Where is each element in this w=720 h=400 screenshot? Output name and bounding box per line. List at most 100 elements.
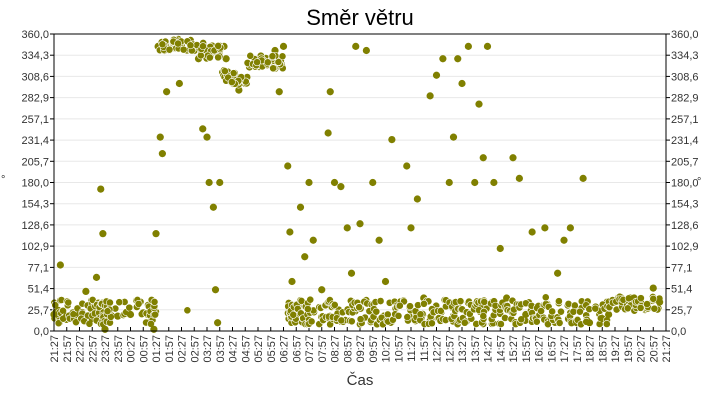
data-point bbox=[566, 224, 574, 232]
x-tick-label: 21:27 bbox=[661, 335, 673, 363]
data-point bbox=[214, 319, 222, 327]
data-point bbox=[158, 150, 166, 158]
data-point bbox=[407, 224, 415, 232]
data-point bbox=[214, 41, 223, 50]
data-point bbox=[326, 88, 334, 96]
data-point bbox=[569, 307, 578, 316]
y-tick-label-right: 257,1 bbox=[671, 114, 699, 126]
data-point bbox=[403, 313, 412, 321]
data-point bbox=[126, 310, 135, 319]
data-point bbox=[479, 312, 488, 320]
data-point bbox=[101, 325, 109, 333]
data-point bbox=[372, 307, 381, 316]
y-tick-label-left: 231,4 bbox=[21, 135, 49, 147]
data-point bbox=[275, 88, 283, 96]
data-point bbox=[475, 100, 483, 108]
x-tick-label: 11:27 bbox=[406, 335, 418, 362]
x-tick-label: 12:27 bbox=[432, 335, 444, 363]
data-point bbox=[165, 45, 174, 54]
x-tick-label: 06:57 bbox=[291, 335, 303, 363]
x-tick-label: 10:57 bbox=[393, 335, 405, 363]
data-point bbox=[636, 303, 645, 312]
data-point bbox=[509, 154, 517, 162]
x-tick-label: 03:57 bbox=[215, 335, 227, 363]
x-tick-label: 16:27 bbox=[534, 335, 546, 363]
x-tick-label: 03:27 bbox=[202, 335, 214, 363]
data-point bbox=[656, 298, 664, 306]
data-point bbox=[209, 203, 217, 211]
x-tick-label: 04:57 bbox=[240, 335, 252, 363]
data-point bbox=[324, 129, 332, 137]
data-point bbox=[517, 315, 526, 324]
x-tick-label: 07:27 bbox=[304, 335, 316, 363]
data-point bbox=[496, 244, 504, 253]
data-point bbox=[263, 58, 272, 67]
data-point bbox=[356, 220, 364, 228]
x-tick-label: 20:27 bbox=[636, 335, 648, 363]
data-point bbox=[99, 230, 107, 238]
data-point bbox=[269, 64, 278, 73]
data-point bbox=[82, 287, 90, 295]
data-point bbox=[196, 51, 205, 60]
y-tick-label-left: 180,0 bbox=[21, 178, 49, 190]
data-point bbox=[439, 55, 447, 63]
x-tick-label: 21:57 bbox=[62, 335, 74, 363]
data-point bbox=[426, 92, 434, 100]
data-point bbox=[420, 299, 428, 308]
y-tick-label-right: 308,6 bbox=[671, 71, 699, 83]
x-tick-label: 01:57 bbox=[164, 335, 176, 363]
data-point bbox=[355, 303, 364, 312]
data-point bbox=[199, 42, 207, 51]
x-tick-label: 15:27 bbox=[508, 335, 520, 363]
data-point bbox=[64, 298, 73, 307]
x-tick-label: 00:27 bbox=[126, 335, 138, 363]
x-tick-label: 13:27 bbox=[457, 335, 469, 363]
data-point bbox=[503, 294, 511, 302]
data-point bbox=[445, 178, 453, 187]
data-point bbox=[103, 307, 112, 316]
data-point bbox=[246, 51, 255, 60]
data-point bbox=[343, 224, 351, 232]
data-point bbox=[649, 284, 657, 292]
data-point bbox=[650, 304, 659, 313]
data-point bbox=[179, 45, 188, 54]
x-tick-label: 05:57 bbox=[266, 335, 278, 363]
data-point bbox=[227, 78, 236, 86]
data-point bbox=[554, 269, 562, 277]
data-point bbox=[186, 41, 195, 50]
y-tick-label-right: 334,3 bbox=[671, 50, 699, 62]
data-point bbox=[56, 261, 64, 269]
x-tick-label: 20:57 bbox=[648, 335, 660, 363]
data-point bbox=[205, 178, 213, 187]
data-point bbox=[579, 174, 587, 182]
data-point bbox=[532, 317, 541, 326]
data-point bbox=[284, 162, 292, 170]
x-tick-label: 16:57 bbox=[546, 335, 558, 363]
data-point bbox=[394, 311, 403, 320]
y-tick-label-right: 51,4 bbox=[671, 284, 692, 296]
data-point bbox=[501, 314, 509, 322]
x-tick-label: 17:57 bbox=[572, 335, 584, 363]
data-point bbox=[214, 53, 223, 62]
data-point bbox=[158, 40, 167, 49]
data-point bbox=[602, 320, 611, 328]
x-tick-label: 23:57 bbox=[113, 335, 125, 363]
data-point bbox=[347, 269, 356, 277]
data-point bbox=[564, 299, 573, 308]
data-point bbox=[288, 277, 296, 286]
data-point bbox=[636, 294, 645, 303]
y-tick-label-left: 25,7 bbox=[28, 305, 49, 317]
data-point bbox=[454, 55, 462, 63]
data-point bbox=[352, 42, 360, 50]
data-points bbox=[50, 35, 664, 333]
y-tick-label-right: 128,6 bbox=[671, 220, 699, 232]
data-point bbox=[151, 310, 160, 319]
data-point bbox=[479, 154, 487, 162]
data-point bbox=[330, 178, 339, 187]
data-point bbox=[480, 298, 489, 306]
data-point bbox=[406, 302, 414, 311]
x-axis-label: Čas bbox=[346, 372, 374, 389]
data-point bbox=[428, 319, 436, 328]
